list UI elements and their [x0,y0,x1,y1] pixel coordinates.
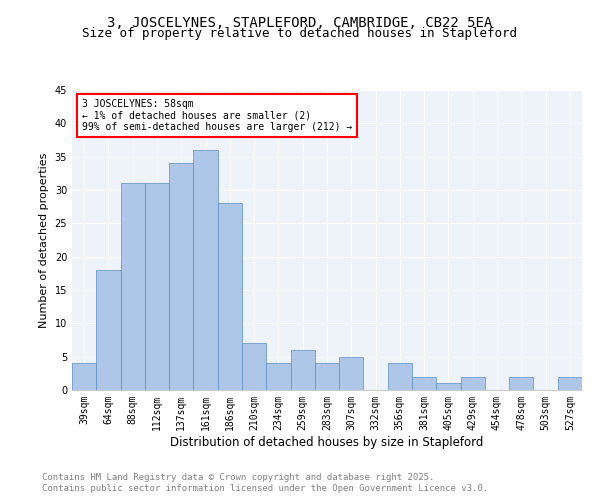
Text: 3, JOSCELYNES, STAPLEFORD, CAMBRIDGE, CB22 5EA: 3, JOSCELYNES, STAPLEFORD, CAMBRIDGE, CB… [107,16,493,30]
Bar [218,204,242,390]
Bar [461,376,485,390]
Bar [388,364,412,390]
Bar [121,184,145,390]
Bar [193,150,218,390]
Bar [242,344,266,390]
X-axis label: Distribution of detached houses by size in Stapleford: Distribution of detached houses by size … [170,436,484,448]
Bar [290,350,315,390]
Bar [266,364,290,390]
Bar [315,364,339,390]
Bar [509,376,533,390]
Bar [339,356,364,390]
Text: 3 JOSCELYNES: 58sqm
← 1% of detached houses are smaller (2)
99% of semi-detached: 3 JOSCELYNES: 58sqm ← 1% of detached hou… [82,99,352,132]
Bar [436,384,461,390]
Bar [412,376,436,390]
Bar [96,270,121,390]
Bar [169,164,193,390]
Y-axis label: Number of detached properties: Number of detached properties [39,152,49,328]
Text: Contains HM Land Registry data © Crown copyright and database right 2025.: Contains HM Land Registry data © Crown c… [42,472,434,482]
Bar [145,184,169,390]
Bar [558,376,582,390]
Text: Contains public sector information licensed under the Open Government Licence v3: Contains public sector information licen… [42,484,488,493]
Text: Size of property relative to detached houses in Stapleford: Size of property relative to detached ho… [83,28,517,40]
Bar [72,364,96,390]
